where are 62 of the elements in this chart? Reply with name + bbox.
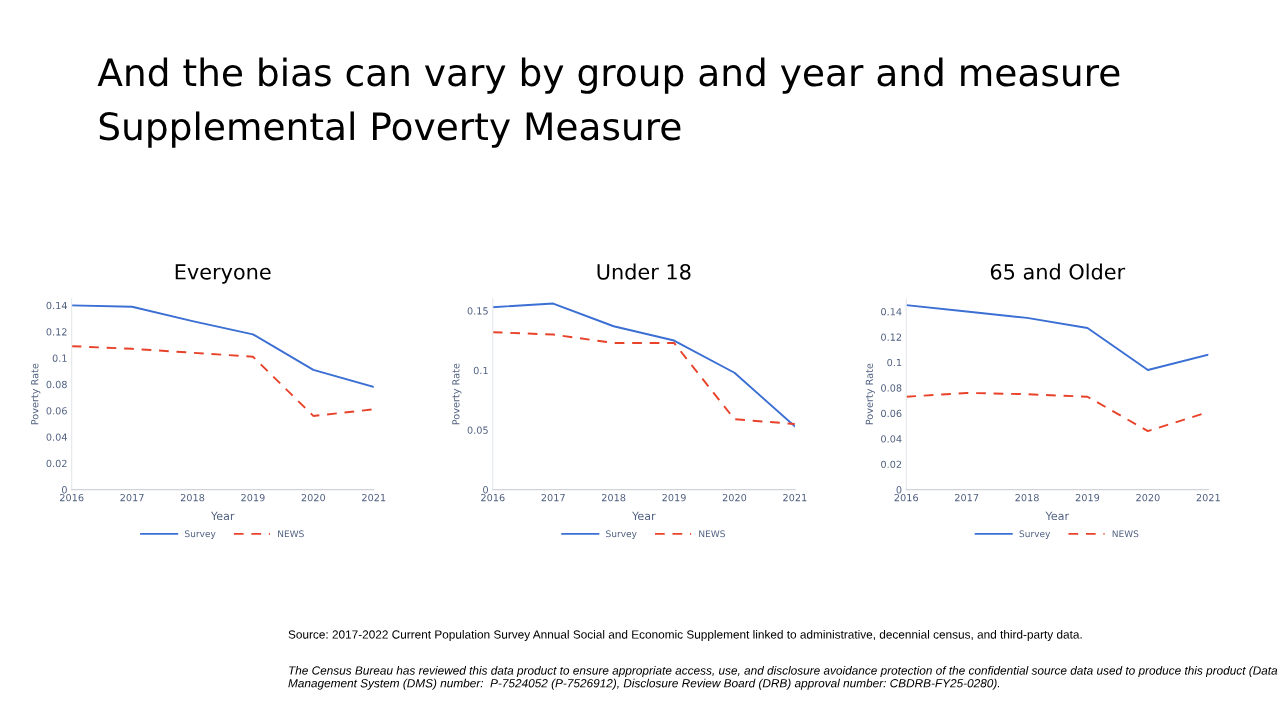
y-tick-label: 0 [61,486,67,494]
y-axis-title: Poverty Rate [452,363,462,425]
line-series [906,304,1209,371]
x-tick-label: 2019 [241,493,265,502]
y-tick-label: 0.04 [881,435,902,443]
chart-title: 65 and Older [990,263,1126,280]
x-tick-label: 2020 [722,493,747,502]
text: The Census Bureau has reviewed this data product to ensure appropriate access, use, and disclosure avoidance protection of the confidential source data used to produce this product (Data Management System (DMS) number: P-7524052 (P-7526912), Disclosure Review Board (DRB) approval number: CBDRB-FY25-0280). [288,666,1278,690]
x-tick-label: 2021 [783,493,807,502]
y-tick-label: 0.06 [881,409,902,418]
legend-label: Survey [185,530,216,539]
x-tick-label: 2018 [180,493,205,502]
line-series [71,345,374,417]
x-tick-label: 2019 [1075,493,1100,502]
legend-label: NEWS [699,530,725,538]
y-tick-label: 0.14 [46,301,67,310]
chart-title: Under 18 [597,263,691,280]
text: And the bias can vary by group and year and measure [97,57,1120,94]
x-tick-label: 2016 [60,493,84,502]
legend-label: Survey [1019,530,1051,539]
x-tick-label: 2021 [1196,493,1220,502]
x-tick-label: 2016 [481,493,505,502]
y-tick-label: 0.04 [46,433,67,441]
y-tick-label: 0.06 [46,407,67,415]
y-axis-title: Poverty Rate [31,363,41,425]
line-series [492,331,795,425]
y-tick-label: 0.12 [881,333,902,341]
y-tick-label: 0.14 [881,308,902,316]
line-series [492,302,795,428]
x-tick-label: 2017 [120,493,144,502]
y-tick-label: 0 [483,486,488,494]
line-series [71,304,374,388]
x-tick-label: 2020 [1136,493,1160,502]
y-tick-label: 0.05 [467,426,488,434]
x-tick-label: 2018 [601,493,626,502]
y-tick-label: 0.12 [46,328,67,336]
x-tick-label: 2019 [662,493,686,502]
x-tick-label: 2017 [541,493,565,502]
y-tick-label: 0.15 [467,307,488,315]
legend-label: NEWS [1112,530,1139,538]
legend-label: Survey [606,530,637,539]
y-tick-label: 0.02 [46,459,67,468]
x-axis-title: Year [632,511,656,521]
x-tick-label: 2016 [894,493,918,502]
x-axis-title: Year [210,511,235,521]
x-tick-label: 2018 [1015,493,1039,502]
chart-title: Everyone [175,264,271,284]
x-tick-label: 2021 [362,493,386,502]
y-tick-label: 0.08 [46,380,67,389]
x-tick-label: 2020 [301,493,326,502]
text: Supplemental Poverty Measure [99,111,681,148]
y-tick-label: 0.1 [473,366,488,375]
y-tick-label: 0.08 [881,384,902,392]
source-note: Source: 2017-2022 Current Population Survey Annual Social and Economic Supplement linked to administrative, decennial census, and third-party data. [288,630,1082,642]
x-tick-label: 2017 [955,493,979,502]
y-axis-title: Poverty Rate [865,363,875,425]
y-tick-label: 0.1 [887,358,902,367]
y-tick-label: 0 [896,486,902,494]
legend-label: NEWS [278,530,304,538]
x-axis-title: Year [1045,511,1070,521]
y-tick-label: 0.1 [52,354,67,362]
y-tick-label: 0.02 [881,460,902,468]
